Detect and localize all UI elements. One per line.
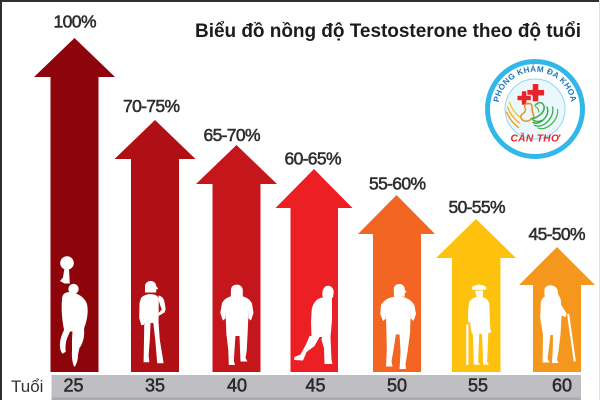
svg-text:70-75%: 70-75% <box>123 96 180 116</box>
svg-text:100%: 100% <box>54 12 97 32</box>
svg-text:45: 45 <box>305 376 325 396</box>
svg-text:CẦN THƠ: CẦN THƠ <box>511 132 561 145</box>
svg-text:60: 60 <box>552 376 572 396</box>
svg-text:50: 50 <box>387 376 407 396</box>
svg-text:50-55%: 50-55% <box>449 197 506 217</box>
svg-text:65-70%: 65-70% <box>204 125 261 145</box>
svg-text:60-65%: 60-65% <box>285 149 342 169</box>
svg-text:35: 35 <box>145 376 165 396</box>
svg-text:55-60%: 55-60% <box>369 174 426 194</box>
svg-text:25: 25 <box>63 376 83 396</box>
svg-text:Tuổi: Tuổi <box>11 377 43 396</box>
svg-text:45-50%: 45-50% <box>529 224 586 244</box>
svg-text:40: 40 <box>227 376 247 396</box>
svg-text:Biểu đồ nồng độ Testosterone t: Biểu đồ nồng độ Testosterone theo độ tuổ… <box>195 21 581 42</box>
svg-text:55: 55 <box>468 376 488 396</box>
